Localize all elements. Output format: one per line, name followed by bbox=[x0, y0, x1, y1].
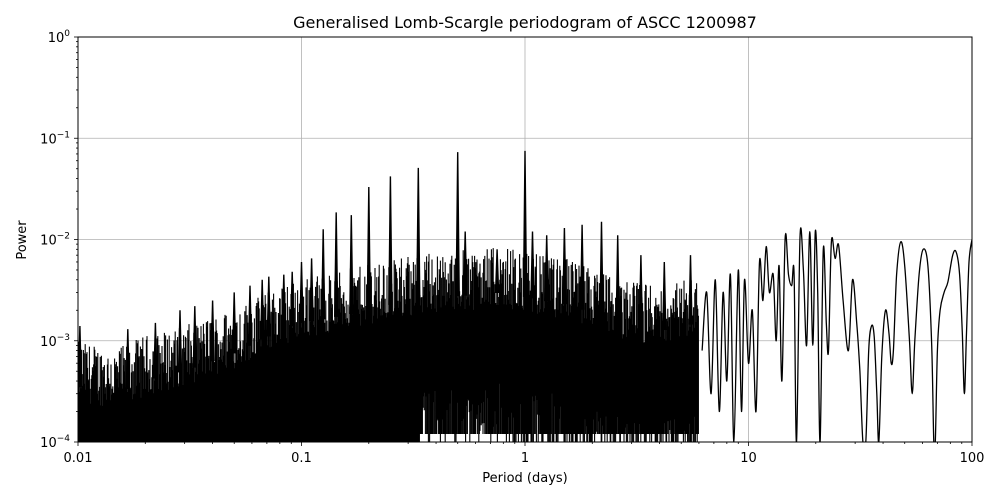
x-axis-label: Period (days) bbox=[482, 471, 568, 486]
x-tick-label: 100 bbox=[960, 451, 985, 466]
y-axis-ticks: 10−4 10−3 10−2 10−1 100 bbox=[40, 29, 78, 451]
chart-title: Generalised Lomb-Scargle periodogram of … bbox=[293, 13, 757, 32]
x-tick-label: 0.01 bbox=[64, 451, 93, 466]
x-tick-label: 1 bbox=[521, 451, 529, 466]
x-axis-ticks: 0.01 0.1 1 10 100 bbox=[64, 442, 985, 466]
y-tick-label: 100 bbox=[48, 29, 71, 46]
y-tick-label: 10−2 bbox=[40, 232, 70, 249]
x-tick-label: 10 bbox=[740, 451, 757, 466]
periodogram-peaks bbox=[78, 150, 693, 390]
periodogram-tail-line bbox=[701, 227, 972, 442]
x-tick-label: 0.1 bbox=[291, 451, 312, 466]
y-axis-label: Power bbox=[15, 220, 30, 260]
y-tick-label: 10−4 bbox=[40, 434, 70, 451]
dense-periodogram bbox=[78, 248, 699, 442]
y-tick-label: 10−1 bbox=[40, 130, 70, 147]
y-tick-label: 10−3 bbox=[40, 333, 70, 350]
plot-area bbox=[78, 150, 972, 442]
